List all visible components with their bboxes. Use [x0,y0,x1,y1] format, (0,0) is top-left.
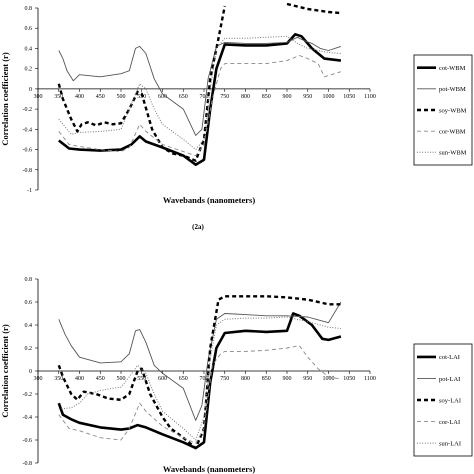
x-tick-label: 500 [117,94,126,100]
y-tick-label: 0.4 [25,323,33,329]
series-line-sun-LAI [58,316,341,441]
series-line-cor-WBM [58,55,342,157]
x-tick-label: 950 [303,376,312,382]
y-tick-label: 0.4 [25,46,33,52]
y-tick-label: 0.6 [25,300,33,306]
x-tick-label: 850 [262,376,271,382]
x-tick-label: 350 [54,376,63,382]
x-tick-label: 750 [220,94,229,100]
x-tick-label: 400 [75,376,84,382]
legend-label-cot-WBM: cot-WBM [439,65,466,72]
x-tick-label: 800 [241,94,250,100]
legend-label-cor-LAI: cor-LAI [439,419,460,426]
y-tick-label: 0.6 [25,26,33,32]
legend-label-sun-LAI: sun-LAI [439,440,461,447]
y-tick-label: 0.8 [25,6,33,12]
x-tick-label: 300 [34,376,43,382]
x-tick-label: 750 [220,376,229,382]
chart-panel-2: 0.8 0.6 0.4 0.2 0 -0.2 -0.4 -0.6 -0.8 300 350 400 45… [0,277,473,474]
x-tick-label: 700 [200,376,209,382]
x-tick-label: 850 [262,94,271,100]
y-tick-label: 0 [29,369,32,375]
legend-label-sun-WBM: sun-WBM [439,150,467,157]
x-tick-label: 1000 [323,94,335,100]
legend-label-pot-WBM: pot-WBM [439,86,466,93]
y-tick-label: 0 [29,87,32,93]
x-tick-label: 450 [96,94,105,100]
series-line-soy-WBM [286,2,342,15]
x-axis-title: Wavebands (nanometers) [163,464,255,474]
y-axis-title: Correlation coefficient (r) [0,52,10,145]
y-axis-title: Correlation coefficient (r) [0,324,10,417]
x-tick-label: 700 [200,94,209,100]
y-tick-label: -0.6 [23,438,33,444]
series-line-soy-LAI [57,295,341,450]
legend: cot-WBM pot-WBM soy-WBM cor-WBM sun-WBM [413,54,473,166]
y-tick-label: -0.8 [23,461,33,467]
chart-panel-1: 0.8 0.6 0.4 0.2 0 -0.2 -0.4 -0.6 -0.8 -1 300 350 400… [0,2,473,231]
legend: cot-LAI pot-LAI soy-LAI cor-LAI sun-LAI [413,343,473,457]
y-tick-label: -1 [27,188,32,194]
panel-label: (2a) [192,223,204,231]
series-line-cot-WBM [58,33,342,166]
legend-label-cot-LAI: cot-LAI [439,354,460,361]
x-tick-label: 900 [283,376,292,382]
y-tick-label: -0.2 [23,392,33,398]
y-tick-label: -0.2 [23,107,33,113]
x-axis-title: Wavebands (nanometers) [163,195,255,205]
x-tick-label: 800 [241,376,250,382]
x-tick-label: 650 [179,94,188,100]
y-tick-label: 0.8 [25,277,33,283]
x-tick-label: 1100 [364,376,376,382]
legend-label-cor-WBM: cor-WBM [439,128,466,135]
x-tick-label: 1050 [343,376,355,382]
series-line-pot-LAI [58,301,342,421]
x-tick-label: 550 [137,376,146,382]
x-tick-label: 350 [54,94,63,100]
x-tick-label: 950 [303,94,312,100]
legend-label-soy-LAI: soy-LAI [439,397,461,404]
x-tick-label: 400 [75,94,84,100]
x-tick-label: 600 [158,94,167,100]
x-tick-label: 600 [158,376,167,382]
x-tick-label: 300 [34,94,43,100]
y-tick-label: -0.4 [23,415,33,421]
x-tick-label: 1100 [364,94,376,100]
y-tick-label: 0.2 [25,346,33,352]
y-tick-label: 0.2 [25,67,33,73]
legend-label-soy-WBM: soy-WBM [439,107,467,114]
series-line-cot-LAI [57,312,342,450]
legend-label-pot-LAI: pot-LAI [439,376,460,383]
x-tick-label: 1000 [323,376,335,382]
legend-box [413,54,473,166]
series-line-pot-WBM [58,36,342,136]
x-tick-label: 650 [179,376,188,382]
x-tick-label: 500 [117,376,126,382]
x-tick-label: 450 [96,376,105,382]
y-tick-label: -0.8 [23,168,33,174]
legend-box [413,343,473,457]
y-tick-label: -0.4 [23,127,33,133]
series-line-cor-LAI [58,345,341,444]
y-tick-label: -0.6 [23,148,33,154]
x-tick-label: 1050 [343,94,355,100]
x-tick-label: 900 [283,94,292,100]
